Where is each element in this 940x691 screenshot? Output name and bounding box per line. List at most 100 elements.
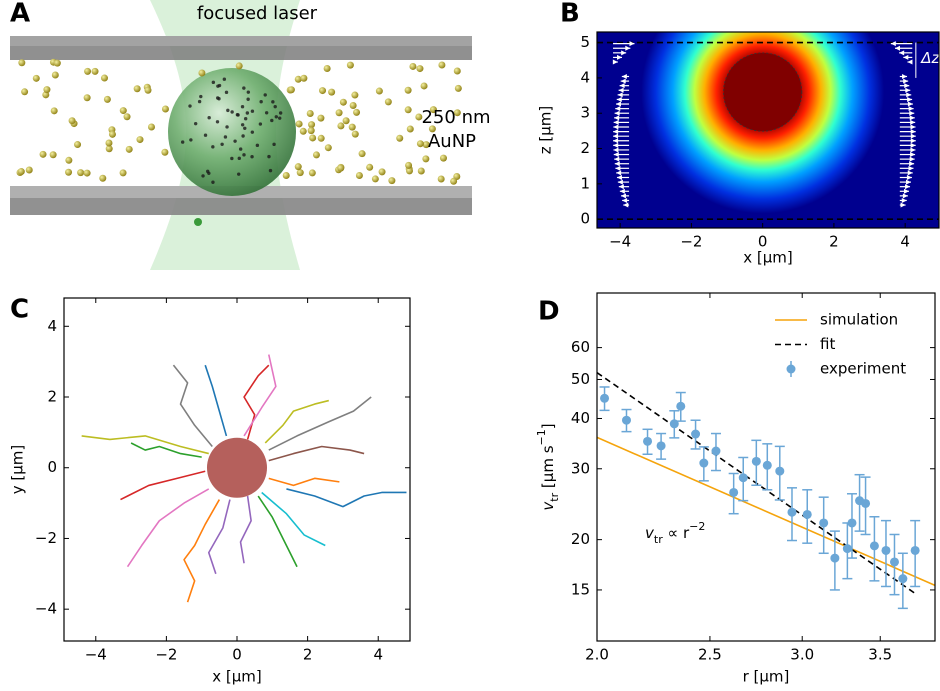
flow-arrow-head xyxy=(907,96,913,102)
text-part: v xyxy=(645,524,655,542)
flow-arrow-head xyxy=(613,152,619,158)
flow-arrow-head xyxy=(909,161,915,167)
gold-particle xyxy=(415,113,423,121)
surface-dot xyxy=(264,111,269,115)
trajectory xyxy=(243,354,277,437)
gold-particle xyxy=(100,74,108,82)
gold-particle xyxy=(235,62,243,70)
flow-arrow-head xyxy=(910,142,916,148)
flow-arrow-head xyxy=(910,133,916,139)
text-part: tr xyxy=(548,492,561,501)
gold-particle xyxy=(77,169,85,177)
x-tick-label: 3.5 xyxy=(868,646,892,664)
data-point xyxy=(898,574,908,584)
trajectory xyxy=(172,364,213,448)
flow-arrow-head xyxy=(616,96,622,102)
flow-arrow-head xyxy=(614,161,620,167)
gold-particle xyxy=(324,144,332,152)
data-point xyxy=(600,393,610,403)
trajectory xyxy=(81,435,209,455)
flow-arrow-head xyxy=(613,124,619,130)
y-tick-label: 2 xyxy=(47,388,57,406)
line xyxy=(597,436,935,587)
surface-dot xyxy=(237,172,241,176)
gold-particle xyxy=(147,123,155,131)
flow-arrow-head xyxy=(625,45,631,51)
surface-dot xyxy=(201,174,205,178)
gold-particle xyxy=(103,95,111,103)
flow-arrow-head xyxy=(621,73,627,79)
flow-arrow-head xyxy=(615,101,621,107)
flow-arrow-head xyxy=(619,188,625,194)
flow-arrow-head xyxy=(899,50,905,56)
data-point xyxy=(910,545,920,555)
surface-dot xyxy=(250,109,255,113)
gold-particle xyxy=(404,106,412,114)
x-tick-label: 2 xyxy=(303,646,313,664)
x-tick-label: 0 xyxy=(232,646,242,664)
gold-particle xyxy=(437,175,445,183)
gold-particle xyxy=(53,59,61,67)
flow-arrow-head xyxy=(910,138,916,144)
plot-frame xyxy=(596,292,936,642)
flow-arrow-head xyxy=(617,179,623,185)
panel-label: B xyxy=(560,0,580,29)
flow-arrow-head xyxy=(612,59,618,65)
x-tick-label: −4 xyxy=(609,233,631,251)
gold-particle xyxy=(420,82,428,90)
y-tick-label: 15 xyxy=(571,580,590,598)
gold-particle xyxy=(429,106,437,114)
gold-particle xyxy=(422,155,430,163)
surface-dot xyxy=(230,110,234,114)
data-point xyxy=(691,429,701,439)
annotation: vtr ∝ r−2 xyxy=(645,520,705,546)
gold-particle xyxy=(328,88,336,96)
gold-particle xyxy=(144,86,152,94)
trajectory xyxy=(204,364,228,437)
gold-particle xyxy=(348,123,356,131)
gold-particle xyxy=(294,75,302,83)
trajectory xyxy=(183,499,221,603)
y-tick-label: 20 xyxy=(571,530,590,548)
flow-arrow-head xyxy=(904,188,910,194)
gold-particle xyxy=(299,127,307,135)
flow-arrow-head xyxy=(906,179,912,185)
data-point xyxy=(869,541,879,551)
trajectory xyxy=(268,396,372,451)
surface-dot xyxy=(226,108,230,113)
gold-particle xyxy=(125,145,133,153)
gold-particle xyxy=(42,91,50,99)
annotation: 250 nm xyxy=(421,107,490,128)
surface-dot xyxy=(240,105,245,109)
y-tick-label: −4 xyxy=(35,600,57,618)
flow-arrow-head xyxy=(903,78,909,84)
gold-particle xyxy=(404,86,412,94)
gold-particle xyxy=(105,145,113,153)
y-tick-label: 60 xyxy=(571,338,590,356)
data-point xyxy=(738,473,748,483)
gold-particle xyxy=(123,113,131,121)
gold-particle xyxy=(161,148,169,156)
trajectory xyxy=(126,488,210,568)
surface-dot xyxy=(225,125,229,129)
gold-particle xyxy=(91,67,99,75)
gold-particle xyxy=(108,130,116,138)
gold-particle xyxy=(119,107,127,115)
y-tick-label: 40 xyxy=(571,409,590,427)
y-tick-label: 30 xyxy=(571,459,590,477)
trajectory xyxy=(261,491,326,547)
panel-label: D xyxy=(538,297,560,327)
heatmap xyxy=(597,32,939,228)
flow-arrow-head xyxy=(890,41,896,47)
flow-arrow-head xyxy=(620,193,626,199)
gold-particle xyxy=(83,169,91,177)
data-point xyxy=(711,446,721,456)
gold-particle xyxy=(296,169,304,177)
surface-dot xyxy=(250,155,254,159)
data-point xyxy=(830,553,840,563)
top-plate-edge xyxy=(10,46,472,60)
gold-particle xyxy=(133,85,141,93)
surface-dot xyxy=(258,122,263,126)
y-tick-label: 5 xyxy=(580,33,590,51)
